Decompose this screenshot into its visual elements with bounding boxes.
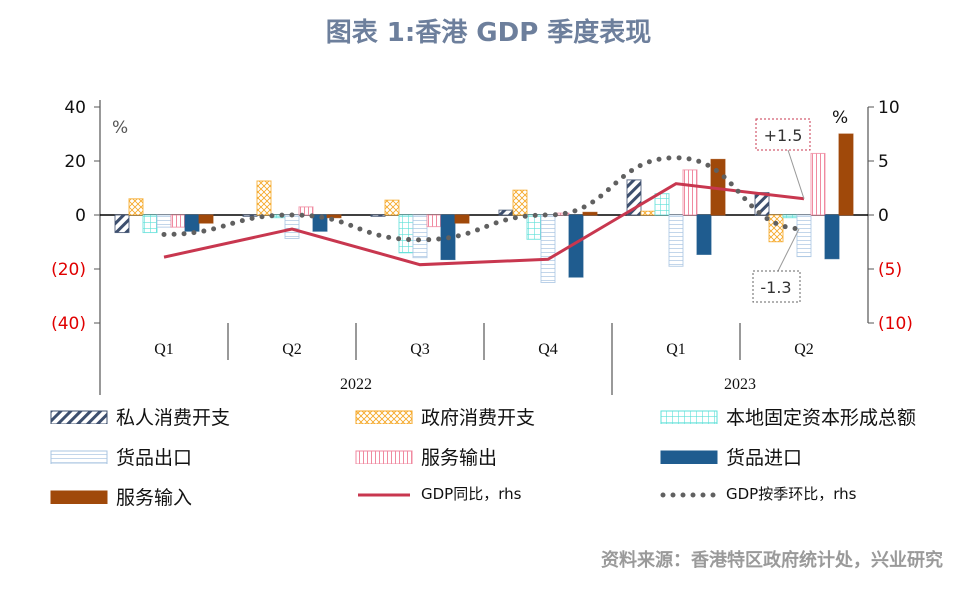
right-tick-label: 10 xyxy=(878,98,900,118)
bar-6-3 xyxy=(582,211,598,216)
left-tick-label: 20 xyxy=(64,152,86,172)
legend-label: 服务输入 xyxy=(116,487,193,509)
right-tick-label: 0 xyxy=(878,206,889,226)
year-label: 2023 xyxy=(724,376,756,393)
bar-5-5 xyxy=(824,214,840,260)
bar-3-1 xyxy=(284,214,300,239)
bar-4-1 xyxy=(298,206,314,216)
bar-6-2 xyxy=(454,214,470,224)
legend-item: 服务输出 xyxy=(355,443,497,470)
category-label: Q4 xyxy=(538,341,558,358)
legend-swatch xyxy=(355,410,413,424)
chart: 40 20 0 (20) (40) 10 5 0 (5) (10)% % Q1 Q2 Q3 Q4 Q1 Q2 20… xyxy=(51,98,913,395)
source-note: 资料来源：香港特区政府统计处，兴业研究 xyxy=(601,550,943,571)
bar-4-5 xyxy=(810,152,826,216)
legend-item: 服务输入 xyxy=(50,483,192,510)
legend-swatch xyxy=(358,493,410,496)
bar-2-4 xyxy=(654,193,670,216)
bar-6-5 xyxy=(838,133,854,216)
gdp-qoq-dotted-line xyxy=(161,155,807,243)
category-label: Q2 xyxy=(282,341,302,358)
legend-swatch xyxy=(660,450,718,464)
legend-item: GDP同比，rhs xyxy=(355,483,521,504)
category-label: Q1 xyxy=(666,341,686,358)
annotation-box xyxy=(752,270,801,303)
chart-title: 图表 1:香港 GDP 季度表现 xyxy=(325,18,652,48)
legend-item: 政府消费开支 xyxy=(355,403,535,430)
legend-swatch xyxy=(660,410,718,424)
right-tick-label: (10) xyxy=(878,314,913,334)
bar-1-5 xyxy=(768,214,784,243)
bar-5-4 xyxy=(696,214,712,255)
annotation-leader xyxy=(787,149,805,199)
bar-4-4 xyxy=(682,169,698,216)
bar-2-3 xyxy=(526,214,542,240)
legend-label: 本地固定资本形成总额 xyxy=(726,407,917,429)
bar-1-2 xyxy=(384,199,400,216)
left-tick-label: 0 xyxy=(75,206,86,226)
bar-6-1 xyxy=(326,214,342,219)
bar-0-1 xyxy=(242,214,258,217)
bar-0-0 xyxy=(114,214,130,234)
bar-6-0 xyxy=(198,214,214,224)
legend-label: 货品出口 xyxy=(116,447,193,469)
right-axis-unit: % xyxy=(832,108,848,128)
left-axis-unit: % xyxy=(112,118,128,138)
legend-label: 服务输出 xyxy=(421,447,498,469)
legend-label: 政府消费开支 xyxy=(421,407,536,429)
bar-5-0 xyxy=(184,214,200,232)
bar-3-3 xyxy=(540,214,556,283)
legend-swatch xyxy=(50,450,108,464)
category-label: Q2 xyxy=(794,341,814,358)
legend-item: 私人消费开支 xyxy=(50,403,230,430)
legend-item: GDP按季环比，rhs xyxy=(660,483,856,504)
bar-0-2 xyxy=(370,214,386,217)
gdp-yoy-line xyxy=(163,182,805,267)
legend-swatch xyxy=(660,492,718,497)
legend-swatch xyxy=(50,410,108,424)
legend-swatch xyxy=(355,450,413,464)
legend-label: GDP按季环比，rhs xyxy=(726,485,857,503)
bar-2-5 xyxy=(782,214,798,219)
left-tick-label: (20) xyxy=(51,260,86,280)
bar-2-0 xyxy=(142,214,158,234)
category-label: Q3 xyxy=(410,341,430,358)
legend-item: 货品出口 xyxy=(50,443,192,470)
bar-3-4 xyxy=(668,214,684,267)
left-tick-label: 40 xyxy=(64,98,86,118)
annotation-leader xyxy=(777,228,800,272)
bar-1-1 xyxy=(256,180,272,216)
bar-0-3 xyxy=(498,209,514,216)
year-label: 2022 xyxy=(340,376,372,393)
annotation-yoy: +1.5 xyxy=(764,126,803,145)
bar-1-4 xyxy=(640,210,656,216)
legend-label: GDP同比，rhs xyxy=(421,485,522,503)
bar-4-2 xyxy=(426,214,442,228)
legend-label: 货品进口 xyxy=(726,447,803,469)
right-tick-label: (5) xyxy=(878,260,902,280)
bar-1-3 xyxy=(512,189,528,216)
bar-1-0 xyxy=(128,198,144,216)
category-label: Q1 xyxy=(154,341,174,358)
bar-3-5 xyxy=(796,214,812,258)
legend-item: 货品进口 xyxy=(660,443,802,470)
bar-3-0 xyxy=(156,214,172,228)
legend-label: 私人消费开支 xyxy=(116,407,231,429)
legend-item: 本地固定资本形成总额 xyxy=(660,403,916,430)
legend-swatch xyxy=(50,490,108,504)
bar-4-0 xyxy=(170,214,186,228)
bar-2-2 xyxy=(398,214,414,254)
bar-3-2 xyxy=(412,214,428,259)
right-tick-label: 5 xyxy=(878,152,889,172)
annotation-qoq: -1.3 xyxy=(760,278,791,297)
annotation-box xyxy=(755,118,811,151)
left-tick-label: (40) xyxy=(51,314,86,334)
